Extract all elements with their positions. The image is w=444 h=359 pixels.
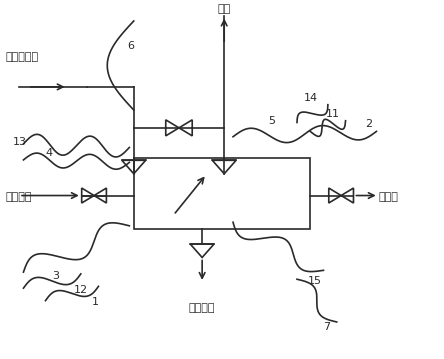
Text: 去除氧器: 去除氧器	[6, 192, 32, 202]
Text: 排空: 排空	[218, 4, 231, 14]
Text: 除盐水: 除盐水	[379, 192, 399, 202]
Text: 除氧器乏汽: 除氧器乏汽	[6, 52, 39, 62]
Text: 去疏水箱: 去疏水箱	[189, 303, 215, 313]
Text: 7: 7	[324, 322, 331, 332]
Text: 5: 5	[268, 116, 275, 126]
Text: 6: 6	[127, 41, 134, 51]
Text: 3: 3	[52, 271, 59, 281]
Text: 15: 15	[308, 276, 322, 286]
Text: 14: 14	[304, 93, 318, 103]
Text: 12: 12	[74, 285, 88, 295]
Bar	[134, 158, 310, 229]
Text: 13: 13	[12, 137, 27, 147]
Text: 1: 1	[92, 297, 99, 307]
Text: 11: 11	[326, 109, 340, 118]
Text: 4: 4	[46, 148, 53, 158]
Text: 2: 2	[365, 119, 373, 129]
